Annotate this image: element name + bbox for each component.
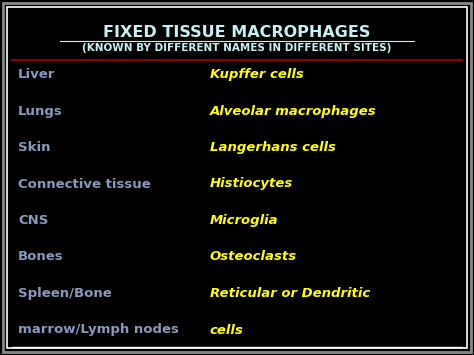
Text: CNS: CNS	[18, 214, 48, 227]
Text: Spleen/Bone: Spleen/Bone	[18, 287, 112, 300]
Text: Alveolar macrophages: Alveolar macrophages	[210, 104, 377, 118]
Text: Liver: Liver	[18, 68, 55, 81]
Text: Connective tissue: Connective tissue	[18, 178, 151, 191]
Text: Lungs: Lungs	[18, 104, 63, 118]
Text: Skin: Skin	[18, 141, 51, 154]
Text: (KNOWN BY DIFFERENT NAMES IN DIFFERENT SITES): (KNOWN BY DIFFERENT NAMES IN DIFFERENT S…	[82, 43, 392, 53]
Text: marrow/Lymph nodes: marrow/Lymph nodes	[18, 323, 179, 337]
Text: cells: cells	[210, 323, 244, 337]
Text: Reticular or Dendritic: Reticular or Dendritic	[210, 287, 370, 300]
Text: Langerhans cells: Langerhans cells	[210, 141, 336, 154]
Text: Histiocytes: Histiocytes	[210, 178, 293, 191]
Text: Microglia: Microglia	[210, 214, 279, 227]
Text: Bones: Bones	[18, 251, 64, 263]
Text: FIXED TISSUE MACROPHAGES: FIXED TISSUE MACROPHAGES	[103, 25, 371, 40]
Text: Kupffer cells: Kupffer cells	[210, 68, 304, 81]
Text: Osteoclasts: Osteoclasts	[210, 251, 297, 263]
